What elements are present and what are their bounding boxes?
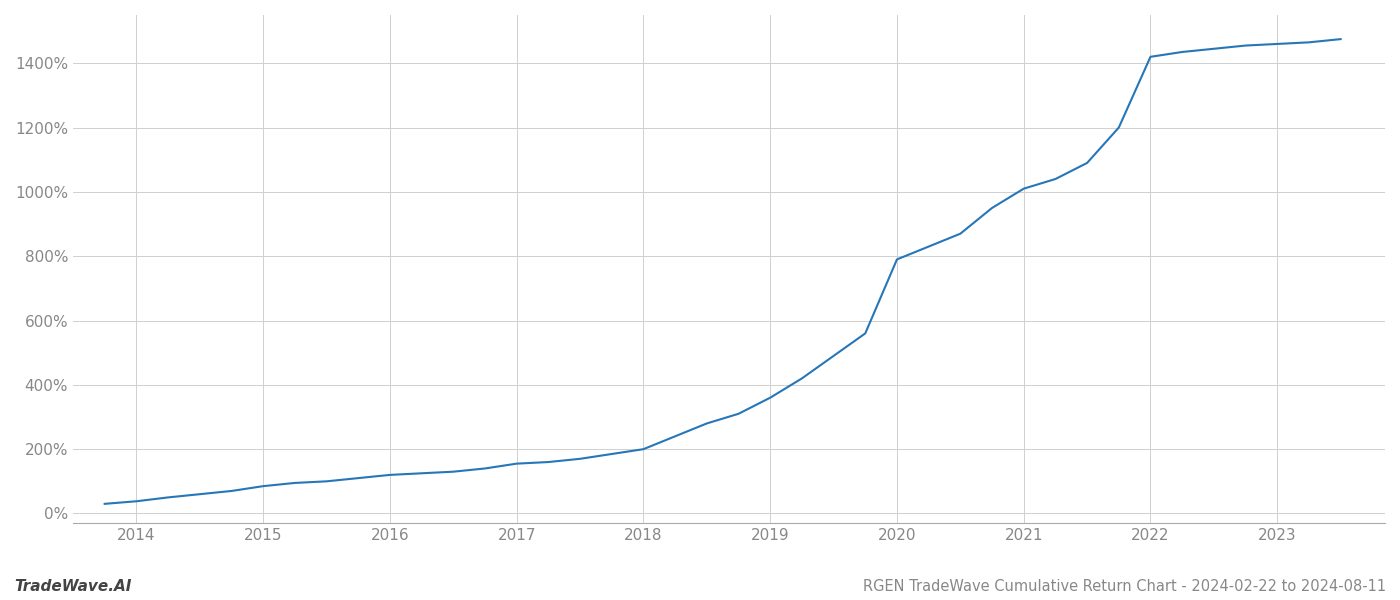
- Text: RGEN TradeWave Cumulative Return Chart - 2024-02-22 to 2024-08-11: RGEN TradeWave Cumulative Return Chart -…: [862, 579, 1386, 594]
- Text: TradeWave.AI: TradeWave.AI: [14, 579, 132, 594]
